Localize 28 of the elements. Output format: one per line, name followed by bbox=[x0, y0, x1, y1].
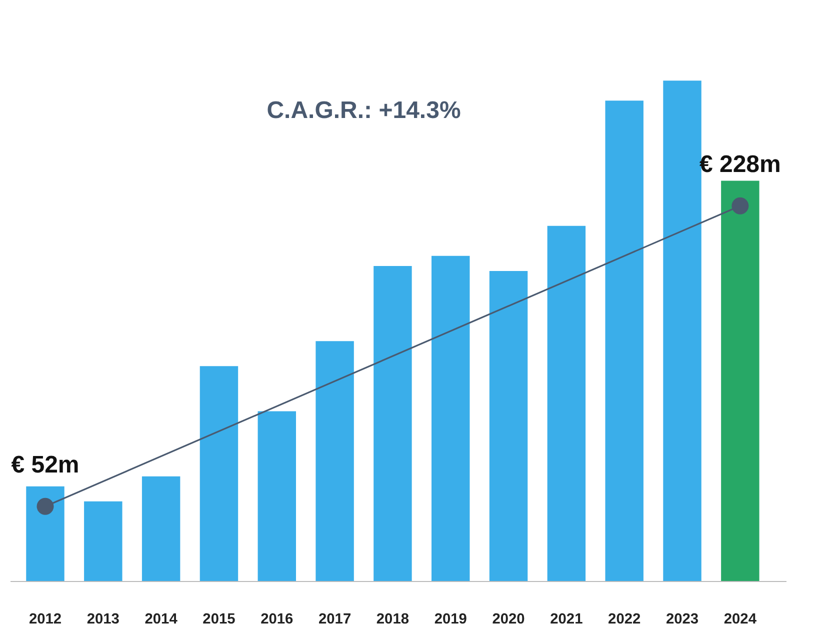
bar bbox=[547, 226, 586, 582]
annotation: € 52m bbox=[11, 451, 80, 478]
x-tick-label: 2013 bbox=[86, 612, 120, 626]
x-tick-label: 2015 bbox=[202, 612, 236, 626]
bar bbox=[84, 501, 122, 582]
bar bbox=[721, 180, 760, 582]
bar bbox=[663, 80, 702, 582]
bar bbox=[605, 100, 644, 582]
x-tick-label: 2023 bbox=[666, 612, 699, 626]
x-tick-label: 2018 bbox=[376, 612, 410, 626]
bar bbox=[258, 411, 296, 582]
bar bbox=[26, 486, 64, 582]
x-tick-label: 2016 bbox=[260, 612, 294, 626]
x-tick-label: 2017 bbox=[318, 612, 352, 626]
bar bbox=[316, 341, 354, 582]
bar bbox=[374, 266, 412, 582]
bar bbox=[489, 270, 528, 582]
bar bbox=[432, 256, 470, 582]
bar bbox=[142, 476, 180, 582]
x-tick-label: 2012 bbox=[28, 612, 62, 626]
x-tick-label: 2024 bbox=[724, 612, 758, 626]
x-tick-label: 2021 bbox=[550, 612, 583, 626]
x-tick-label: 2019 bbox=[434, 612, 467, 626]
x-tick-label: 2020 bbox=[492, 612, 525, 626]
x-tick-label: 2022 bbox=[608, 612, 641, 626]
bar bbox=[200, 366, 238, 582]
annotation: C.A.G.R.: +14.3% bbox=[266, 97, 461, 124]
x-tick-label: 2014 bbox=[144, 612, 178, 626]
